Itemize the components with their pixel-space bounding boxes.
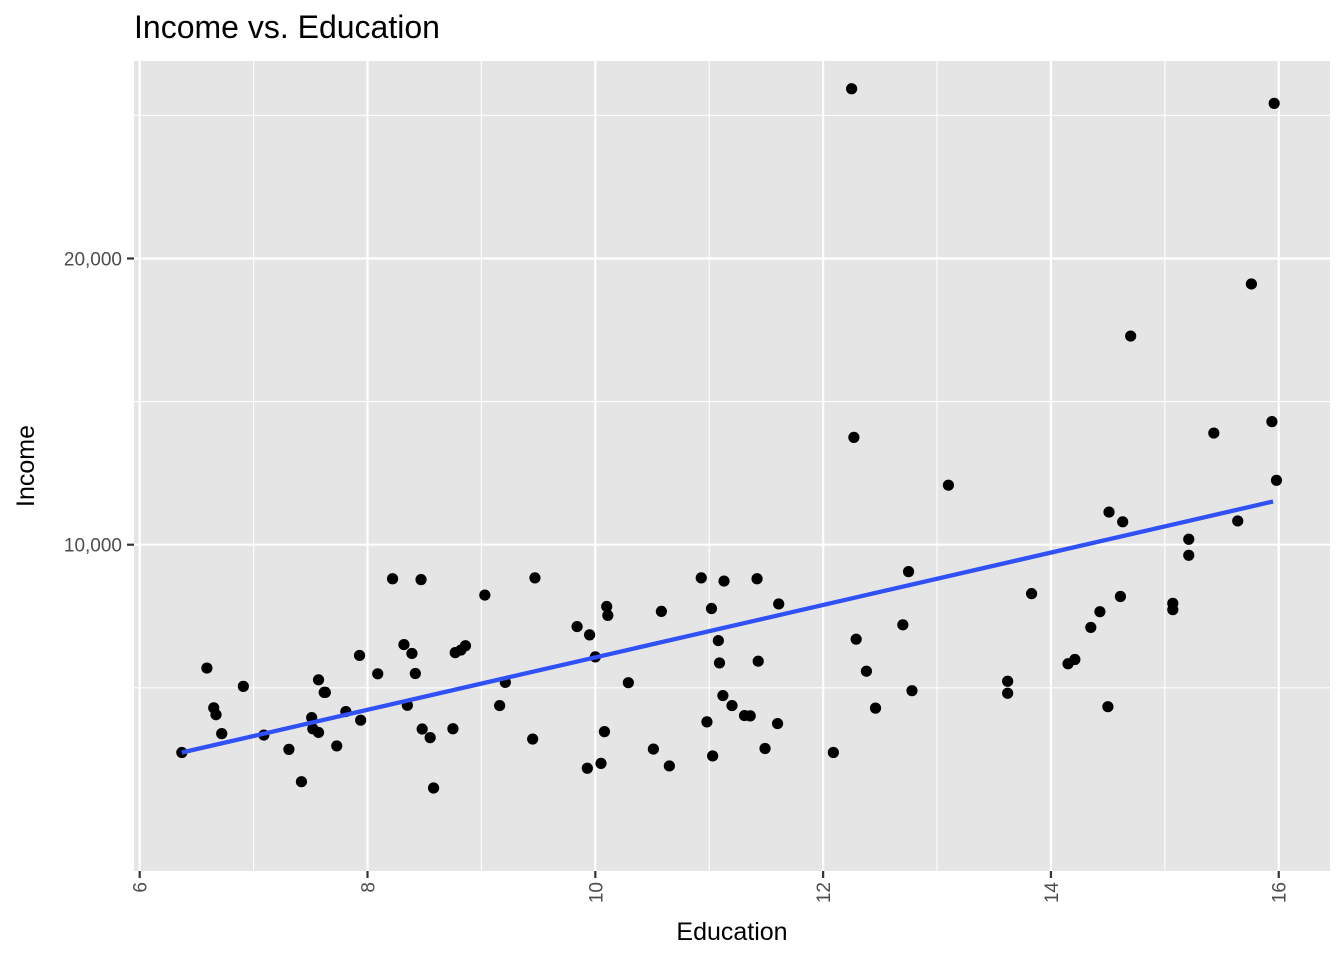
data-point [726, 700, 737, 711]
x-tick-label: 12 [814, 882, 835, 903]
x-axis-title: Education [676, 918, 787, 946]
data-point [664, 760, 675, 771]
x-tick-label: 14 [1042, 882, 1063, 904]
data-point [238, 681, 249, 692]
data-point [1102, 701, 1113, 712]
data-point [751, 573, 762, 584]
x-tick-label: 8 [359, 882, 380, 893]
data-point [602, 610, 613, 621]
x-tick-label: 6 [131, 882, 152, 893]
data-point [1002, 676, 1013, 687]
data-point [696, 572, 707, 583]
x-tick-label: 10 [586, 882, 607, 903]
data-point [201, 662, 212, 673]
data-point [772, 718, 783, 729]
data-point [595, 758, 606, 769]
data-point [283, 744, 294, 755]
data-point [706, 603, 717, 614]
data-point [717, 690, 728, 701]
data-point [1125, 330, 1136, 341]
data-point [527, 733, 538, 744]
data-point [210, 709, 221, 720]
data-point [313, 727, 324, 738]
data-point [656, 606, 667, 617]
data-point [701, 716, 712, 727]
data-point [398, 639, 409, 650]
data-point [714, 657, 725, 668]
data-point [331, 740, 342, 751]
data-point [584, 629, 595, 640]
data-point [1183, 550, 1194, 561]
data-point [406, 648, 417, 659]
data-point [897, 619, 908, 630]
data-point [387, 573, 398, 584]
data-point [1085, 622, 1096, 633]
y-axis-title: Income [12, 425, 40, 507]
data-point [599, 726, 610, 737]
data-point [745, 710, 756, 721]
data-point [1115, 591, 1126, 602]
x-tick-label: 16 [1270, 882, 1291, 903]
data-point [582, 763, 593, 774]
data-point [861, 666, 872, 677]
data-point [1103, 506, 1114, 517]
data-point [447, 723, 458, 734]
data-point [870, 703, 881, 714]
data-point [1183, 534, 1194, 545]
data-point [425, 732, 436, 743]
data-point [1271, 475, 1282, 486]
data-point [773, 598, 784, 609]
data-point [415, 574, 426, 585]
data-point [718, 575, 729, 586]
data-point [846, 83, 857, 94]
data-point [410, 668, 421, 679]
data-point [1269, 98, 1280, 109]
data-point [313, 674, 324, 685]
plot-panel [134, 61, 1330, 871]
data-point [216, 728, 227, 739]
data-point [753, 656, 764, 667]
data-point [943, 480, 954, 491]
y-tick-label: 10,000 [64, 536, 122, 557]
data-point [479, 589, 490, 600]
data-point [648, 743, 659, 754]
data-point [296, 776, 307, 787]
data-point [759, 743, 770, 754]
data-point [623, 677, 634, 688]
data-point [320, 687, 331, 698]
data-point [1266, 416, 1277, 427]
data-point [1246, 278, 1257, 289]
data-point [354, 650, 365, 661]
data-point [707, 750, 718, 761]
data-point [372, 668, 383, 679]
data-point [571, 621, 582, 632]
data-point [713, 635, 724, 646]
data-point [417, 723, 428, 734]
data-point [1026, 588, 1037, 599]
data-point [355, 715, 366, 726]
data-point [903, 566, 914, 577]
data-point [848, 432, 859, 443]
data-point [1002, 688, 1013, 699]
data-point [1232, 515, 1243, 526]
data-point [428, 782, 439, 793]
data-point [494, 700, 505, 711]
data-point [1117, 516, 1128, 527]
data-point [828, 747, 839, 758]
y-tick-label: 20,000 [64, 249, 122, 270]
data-point [1069, 654, 1080, 665]
data-point [851, 634, 862, 645]
data-point [1094, 606, 1105, 617]
data-point [906, 685, 917, 696]
data-point [460, 640, 471, 651]
data-point [529, 572, 540, 583]
data-point [1167, 598, 1178, 609]
data-point [1208, 427, 1219, 438]
